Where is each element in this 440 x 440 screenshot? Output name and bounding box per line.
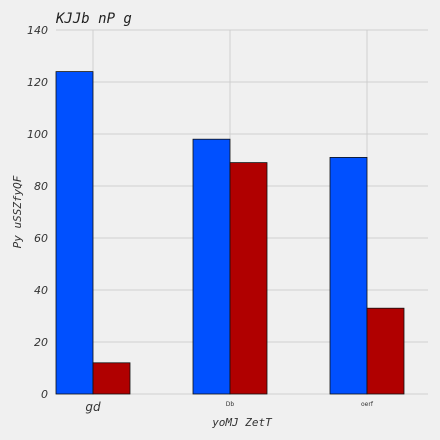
x-tick-label: gd [85,400,101,414]
bar-series2-Db [229,162,268,395]
y-tick-label: 20 [34,336,48,349]
bar-series2-oerf [366,307,405,395]
bar-series1-oerf [329,156,368,395]
chart-title: KJJb nP g [55,11,132,27]
y-tick-labels: 0 20 40 60 80 100 120 140 [27,24,48,401]
y-tick-label: 0 [41,388,48,401]
bar-series2-gd [92,362,131,395]
bars [55,71,405,395]
y-tick-label: 100 [27,128,48,141]
x-axis-label: yoMJ ZetT [211,416,273,429]
bar-series1-Db [192,138,231,395]
y-tick-label: 60 [34,232,48,245]
y-axis-label: Py uSSZfyQF [11,175,24,248]
bar-series1-gd [55,71,94,395]
y-tick-label: 120 [27,76,48,89]
y-tick-label: 80 [34,180,48,193]
y-tick-label: 140 [27,24,48,37]
x-tick-labels: gd Db oerf [85,400,373,414]
x-tick-label: oerf [361,401,374,408]
y-tick-label: 40 [34,284,48,297]
x-tick-label: Db [226,401,235,408]
